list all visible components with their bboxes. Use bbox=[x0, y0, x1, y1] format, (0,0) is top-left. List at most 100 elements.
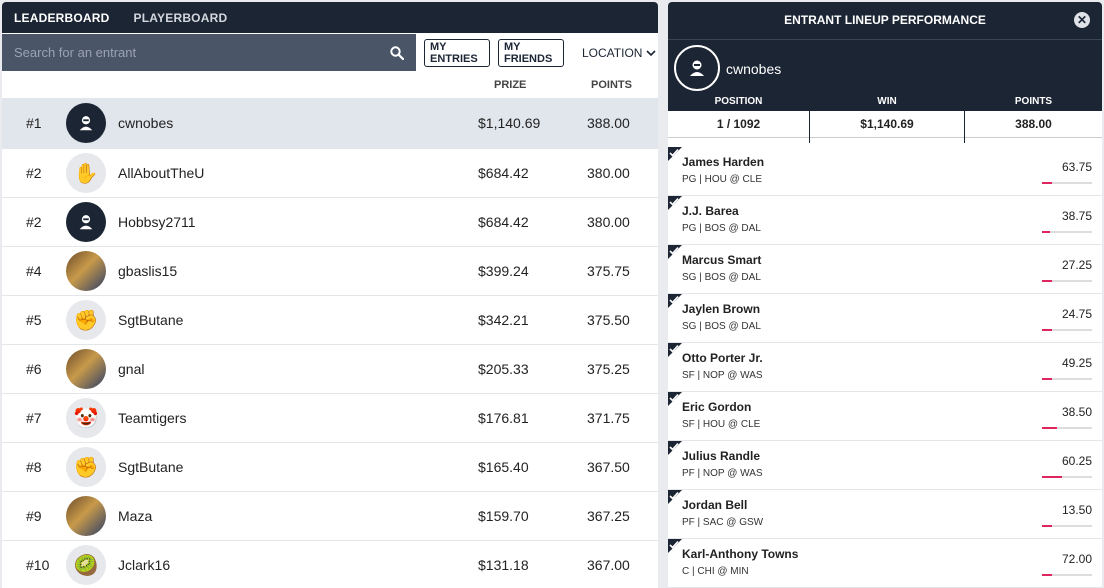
list-item[interactable]: J.J. Barea PG | BOS @ DAL 38.75 bbox=[668, 196, 1102, 245]
kiwi-icon: 🥝 bbox=[73, 554, 99, 577]
list-item[interactable]: James Harden PG | HOU @ CLE 63.75 bbox=[668, 147, 1102, 196]
table-row[interactable]: #2 ✋ AllAboutTheU $684.42 380.00 bbox=[2, 149, 658, 198]
check-icon bbox=[668, 245, 682, 259]
prize-value: $159.70 bbox=[478, 508, 529, 524]
player-name[interactable]: Marcus Smart bbox=[682, 253, 762, 267]
entrant-name[interactable]: Jclark16 bbox=[118, 557, 171, 573]
rank: #1 bbox=[26, 115, 42, 131]
lineup-stats: POSITION 1 / 1092 WIN $1,140.69 POINTS 3… bbox=[668, 92, 1102, 143]
prize-value: $165.40 bbox=[478, 459, 529, 475]
entrant-name[interactable]: Maza bbox=[118, 508, 153, 524]
player-name[interactable]: Julius Randle bbox=[682, 449, 761, 463]
progress-bar bbox=[1042, 574, 1092, 576]
rank: #8 bbox=[26, 459, 42, 475]
player-name[interactable]: Eric Gordon bbox=[682, 400, 752, 414]
my-entries-button[interactable]: MY ENTRIES bbox=[424, 38, 490, 67]
points-value: 375.75 bbox=[587, 263, 630, 279]
player-name[interactable]: Otto Porter Jr. bbox=[682, 351, 763, 365]
location-dropdown[interactable]: LOCATION bbox=[582, 46, 657, 60]
table-row[interactable]: #5 ✊ SgtButane $342.21 375.50 bbox=[2, 296, 658, 345]
progress-bar bbox=[1042, 427, 1092, 429]
check-icon bbox=[668, 196, 682, 210]
lineup-panel: ENTRANT LINEUP PERFORMANCE ✕ cwnobes POS… bbox=[668, 2, 1102, 588]
avatar: ✊ bbox=[66, 300, 106, 340]
avatar bbox=[66, 349, 106, 389]
list-item[interactable]: Karl-Anthony Towns C | CHI @ MIN 72.00 bbox=[668, 539, 1102, 588]
leaderboard-tabs: LEADERBOARD PLAYERBOARD bbox=[2, 2, 658, 33]
player-points: 60.25 bbox=[1061, 454, 1092, 468]
list-item[interactable]: Julius Randle PF | NOP @ WAS 60.25 bbox=[668, 441, 1102, 490]
table-row[interactable]: #4 gbaslis15 $399.24 375.75 bbox=[2, 247, 658, 296]
entrant-name[interactable]: AllAboutTheU bbox=[118, 165, 205, 181]
column-headers: PRIZE POINTS bbox=[2, 72, 658, 98]
table-row[interactable]: #10 🥝 Jclark16 $131.18 367.00 bbox=[2, 541, 658, 588]
player-points: 38.50 bbox=[1061, 405, 1092, 419]
avatar: 🤡 bbox=[66, 398, 106, 438]
list-item[interactable]: Jordan Bell PF | SAC @ GSW 13.50 bbox=[668, 490, 1102, 539]
close-icon[interactable]: ✕ bbox=[1074, 12, 1090, 28]
my-friends-button[interactable]: MY FRIENDS bbox=[498, 38, 564, 67]
stat-win-value: $1,140.69 bbox=[810, 111, 964, 138]
avatar: ✋ bbox=[66, 153, 106, 193]
entrant-name[interactable]: cwnobes bbox=[118, 115, 174, 131]
progress-fill bbox=[1042, 574, 1052, 576]
avatar bbox=[674, 45, 720, 91]
rank: #7 bbox=[26, 410, 42, 426]
player-name[interactable]: James Harden bbox=[682, 155, 765, 169]
entrant-name[interactable]: Teamtigers bbox=[118, 410, 187, 426]
column-header-prize[interactable]: PRIZE bbox=[494, 79, 527, 91]
list-item[interactable]: Jaylen Brown SG | BOS @ DAL 24.75 bbox=[668, 294, 1102, 343]
player-info: PF | SAC @ GSW bbox=[682, 517, 764, 528]
table-row[interactable]: #7 🤡 Teamtigers $176.81 371.75 bbox=[2, 394, 658, 443]
progress-fill bbox=[1042, 280, 1052, 282]
progress-bar bbox=[1042, 231, 1092, 233]
avatar bbox=[66, 496, 106, 536]
progress-fill bbox=[1042, 378, 1052, 380]
table-row[interactable]: #2 Hobbsy2711 $684.42 380.00 bbox=[2, 198, 658, 247]
progress-bar bbox=[1042, 329, 1092, 331]
check-icon bbox=[668, 392, 682, 406]
table-row[interactable]: #8 ✊ SgtButane $165.40 367.50 bbox=[2, 443, 658, 492]
progress-fill bbox=[1042, 427, 1057, 429]
stat-position-value: 1 / 1092 bbox=[668, 111, 809, 138]
progress-bar bbox=[1042, 280, 1092, 282]
list-item[interactable]: Eric Gordon SF | HOU @ CLE 38.50 bbox=[668, 392, 1102, 441]
entrant-name[interactable]: SgtButane bbox=[118, 459, 184, 475]
table-row[interactable]: #6 gnal $205.33 375.25 bbox=[2, 345, 658, 394]
entrant-name[interactable]: gnal bbox=[118, 361, 145, 377]
table-row[interactable]: #1 cwnobes $1,140.69 388.00 bbox=[2, 98, 658, 149]
header-divider bbox=[668, 39, 1102, 40]
progress-bar bbox=[1042, 378, 1092, 380]
player-name[interactable]: Karl-Anthony Towns bbox=[682, 547, 799, 561]
avatar bbox=[66, 251, 106, 291]
table-row[interactable]: #9 Maza $159.70 367.25 bbox=[2, 492, 658, 541]
player-name[interactable]: Jordan Bell bbox=[682, 498, 748, 512]
photo-avatar bbox=[66, 496, 106, 536]
tab-playerboard[interactable]: PLAYERBOARD bbox=[133, 10, 228, 25]
tab-leaderboard[interactable]: LEADERBOARD bbox=[14, 10, 110, 25]
column-header-points[interactable]: POINTS bbox=[591, 79, 632, 91]
photo-avatar bbox=[66, 349, 106, 389]
list-item[interactable]: Otto Porter Jr. SF | NOP @ WAS 49.25 bbox=[668, 343, 1102, 392]
player-name[interactable]: J.J. Barea bbox=[682, 204, 739, 218]
list-item[interactable]: Marcus Smart SG | BOS @ DAL 27.25 bbox=[668, 245, 1102, 294]
points-value: 367.50 bbox=[587, 459, 630, 475]
prize-value: $399.24 bbox=[478, 263, 529, 279]
entrant-name[interactable]: SgtButane bbox=[118, 312, 184, 328]
player-points: 38.75 bbox=[1061, 209, 1092, 223]
entrant-name[interactable]: Hobbsy2711 bbox=[118, 214, 196, 230]
rank: #6 bbox=[26, 361, 42, 377]
player-name[interactable]: Jaylen Brown bbox=[682, 302, 761, 316]
player-info: SG | BOS @ DAL bbox=[682, 321, 761, 332]
player-info: PF | NOP @ WAS bbox=[682, 468, 763, 479]
points-value: 380.00 bbox=[587, 214, 630, 230]
avatar bbox=[66, 103, 106, 143]
player-info: C | CHI @ MIN bbox=[682, 566, 749, 577]
search-icon[interactable] bbox=[390, 45, 404, 60]
search-input[interactable] bbox=[14, 45, 354, 60]
avatar: 🥝 bbox=[66, 545, 106, 585]
entrant-name[interactable]: gbaslis15 bbox=[118, 263, 178, 279]
rank: #2 bbox=[26, 214, 42, 230]
rank: #2 bbox=[26, 165, 42, 181]
